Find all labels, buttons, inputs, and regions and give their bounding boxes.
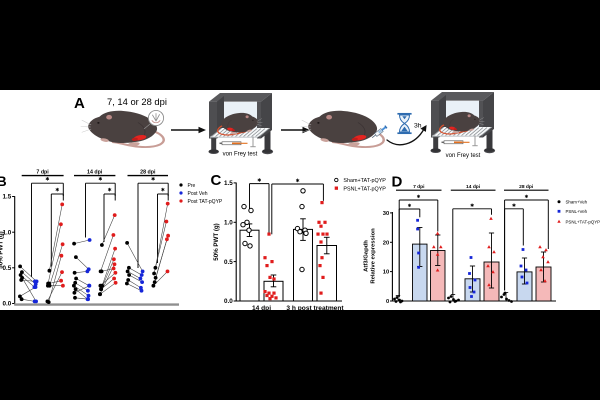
svg-text:Pre: Pre	[188, 183, 196, 189]
svg-text:PSNL+TAT-pQYP: PSNL+TAT-pQYP	[343, 186, 386, 192]
svg-text:Sham+Veh: Sham+Veh	[566, 200, 588, 205]
svg-text:1.5: 1.5	[3, 194, 12, 201]
svg-text:30: 30	[383, 211, 389, 217]
svg-text:14 dpi: 14 dpi	[252, 305, 271, 310]
svg-text:0.0: 0.0	[224, 298, 233, 305]
svg-text:3 h post treatment: 3 h post treatment	[286, 305, 344, 310]
svg-text:PSNL+Veh: PSNL+Veh	[566, 209, 588, 214]
svg-text:1.0: 1.0	[224, 220, 233, 227]
svg-text:A: A	[74, 95, 85, 112]
svg-text:D: D	[392, 174, 403, 191]
svg-text:20: 20	[383, 240, 389, 246]
svg-text:3h: 3h	[414, 123, 422, 130]
svg-text:Atf3/Gapdh: Atf3/Gapdh	[364, 240, 370, 272]
svg-text:C: C	[211, 172, 222, 189]
svg-text:7, 14 or 28 dpi: 7, 14 or 28 dpi	[107, 96, 167, 107]
svg-text:14 dpi: 14 dpi	[87, 170, 103, 176]
svg-text:0: 0	[386, 299, 389, 305]
svg-text:0.5: 0.5	[3, 265, 12, 272]
svg-text:28 dpi: 28 dpi	[519, 184, 534, 190]
svg-text:10: 10	[383, 270, 389, 276]
svg-text:Sham+TAT-pQYP: Sham+TAT-pQYP	[343, 178, 386, 184]
svg-text:B: B	[0, 174, 7, 189]
svg-text:50% PWT (g): 50% PWT (g)	[0, 231, 5, 268]
svg-text:1.5: 1.5	[224, 180, 233, 187]
svg-text:0.5: 0.5	[224, 259, 233, 266]
svg-text:28 dpi: 28 dpi	[140, 170, 156, 176]
svg-text:Post TAT-pQYP: Post TAT-pQYP	[188, 199, 223, 205]
svg-text:14 dpi: 14 dpi	[466, 184, 481, 190]
svg-text:50% PWT (g): 50% PWT (g)	[213, 223, 220, 260]
svg-text:7 dpi: 7 dpi	[36, 170, 49, 176]
svg-text:von Frey test: von Frey test	[446, 153, 481, 159]
svg-text:Relative expression: Relative expression	[371, 228, 377, 284]
svg-text:1.0: 1.0	[3, 229, 12, 236]
svg-text:von Frey test: von Frey test	[223, 152, 258, 158]
svg-text:PSNL+TAT-pQYP: PSNL+TAT-pQYP	[566, 219, 600, 224]
svg-text:0.0: 0.0	[3, 301, 12, 308]
svg-text:Post Veh: Post Veh	[188, 191, 208, 197]
svg-text:7 dpi: 7 dpi	[413, 184, 425, 190]
